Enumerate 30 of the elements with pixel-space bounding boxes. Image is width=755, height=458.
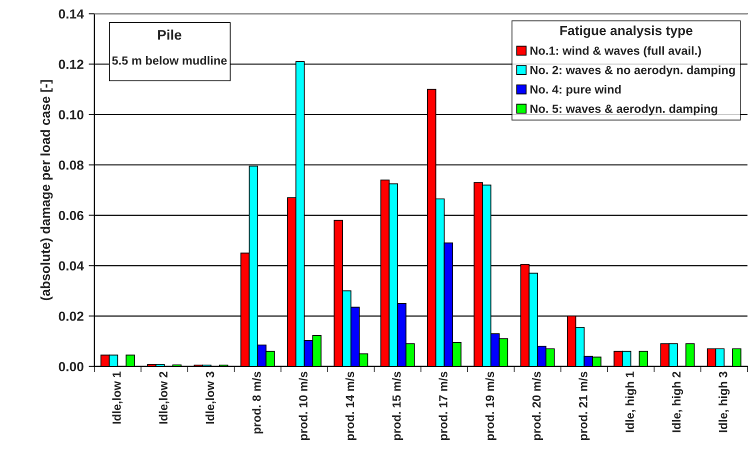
y-tick-label: 0.08 — [58, 160, 84, 170]
x-tick-label: prod. 19 m/s — [485, 372, 496, 440]
y-tick-label: 0.06 — [58, 210, 84, 220]
y-tick-label: 0.00 — [58, 362, 84, 372]
x-tick-label: prod. 20 m/s — [532, 372, 544, 440]
y-tick-label: 0.12 — [58, 60, 84, 70]
legend-title: Fatigue analysis type — [560, 26, 692, 38]
x-tick-label: prod. 14 m/s — [345, 372, 356, 440]
y-tick-label: 0.10 — [58, 110, 84, 120]
x-tick-label: prod. 21 m/s — [578, 372, 590, 440]
x-tick-label: Idle,low 1 — [112, 372, 123, 424]
x-tick-label: prod. 17 m/s — [438, 372, 450, 440]
x-tick-label: prod. 10 m/s — [298, 372, 310, 440]
legend-label: No.1: wind & waves (full avail.) — [530, 46, 701, 58]
x-tick-label: prod. 8 m/s — [252, 372, 264, 434]
legend-label: No. 4: pure wind — [530, 84, 621, 96]
x-tick-label: Idle,low 2 — [158, 372, 170, 424]
y-tick-label: 0.04 — [58, 261, 84, 271]
y-axis-title: (absolute) damage per load case [-] — [40, 80, 53, 300]
x-tick-label: Idle,low 3 — [205, 372, 216, 424]
x-tick-label: Idle, high 1 — [625, 372, 636, 432]
x-tick-label: Idle, high 3 — [718, 372, 730, 432]
x-tick-label: prod. 15 m/s — [392, 372, 404, 440]
y-tick-label: 0.14 — [58, 9, 84, 19]
annotation: 5.5 m below mudline — [112, 56, 227, 65]
y-tick-label: 0.02 — [58, 312, 84, 321]
legend-label: No. 2: waves & no aerodyn. damping — [530, 66, 735, 77]
annotation: Pile — [158, 30, 182, 40]
x-tick-label: Idle, high 2 — [672, 372, 684, 432]
legend-label: No. 5: waves & aerodyn. damping — [530, 104, 718, 116]
